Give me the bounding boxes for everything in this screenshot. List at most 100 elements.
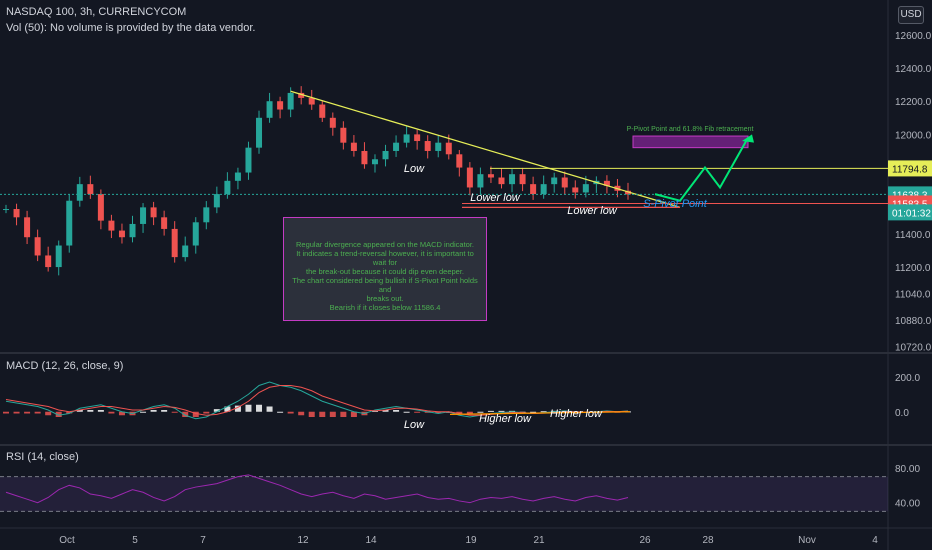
candle-body (350, 142, 357, 151)
macd-histogram-bar (66, 411, 73, 414)
candle-body (182, 245, 189, 258)
macd-histogram-bar (287, 411, 294, 414)
price-tick-label: 12600.0 (895, 31, 932, 42)
candle-body (203, 207, 210, 223)
price-tick-label: 12000.0 (895, 130, 932, 141)
time-tick-label: 7 (200, 535, 206, 546)
macd-histogram-bar (150, 410, 157, 412)
rsi-tick-label: 40.00 (895, 499, 920, 510)
macd-histogram-bar (76, 410, 83, 412)
macd-histogram-bar (45, 411, 52, 416)
pivot-zone (632, 135, 749, 149)
price-tick-label: 11040.0 (895, 290, 931, 301)
macd-histogram-bar (530, 411, 537, 413)
candle-body (414, 134, 421, 142)
price-tick-label: 10880.0 (895, 316, 932, 327)
macd-tick-label: 200.0 (895, 373, 920, 384)
macd-histogram-bar (140, 411, 147, 413)
candle-body (140, 207, 147, 224)
macd-histogram-bar (498, 410, 505, 412)
candle-body (287, 92, 294, 110)
candle-body (308, 97, 315, 105)
candle-body (540, 184, 547, 195)
time-tick-label: 4 (872, 535, 878, 546)
macd-histogram-bar (256, 404, 263, 412)
candle-body (24, 217, 31, 238)
macd-histogram-bar (277, 411, 284, 413)
rsi-title: RSI (14, close) (6, 451, 79, 463)
macd-histogram-bar (24, 411, 31, 414)
projection-arrowhead (742, 134, 754, 143)
candle-body (340, 127, 347, 143)
countdown-badge (888, 204, 932, 221)
candle-body (445, 142, 452, 155)
macd-histogram-bar (34, 411, 41, 414)
candle-body (161, 217, 168, 229)
price-level-label: 11794.8 (892, 164, 928, 175)
macd-histogram-bar (118, 411, 125, 416)
macd-histogram-bar (540, 411, 547, 413)
macd-histogram-bar (171, 411, 178, 413)
time-tick-label: 5 (132, 535, 138, 546)
candle-body (625, 190, 631, 195)
macd-histogram-bar (487, 410, 494, 412)
candle-body (118, 230, 125, 238)
macd-histogram-bar (477, 411, 484, 413)
price-tick-label: 12400.0 (895, 64, 932, 75)
candle-body (13, 209, 20, 218)
candle-body (256, 117, 263, 148)
candle-body (150, 207, 157, 218)
candle-body (245, 147, 252, 173)
macd-histogram-bar (456, 411, 463, 414)
candle-body (572, 187, 579, 193)
candle-body (319, 104, 326, 118)
note-line: Regular divergence appeared on the MACD … (295, 240, 475, 249)
macd-histogram-bar (245, 404, 252, 412)
note-line: the break-out because it could dip even … (305, 267, 465, 276)
macd-annotation: Low (404, 419, 425, 431)
candle-body (76, 184, 83, 201)
chart-annotation: Lower low (567, 205, 618, 217)
analysis-note-box: Regular divergence appeared on the MACD … (283, 217, 487, 321)
time-tick-label: Oct (59, 535, 75, 546)
chart-annotation: S-Pivot Point (643, 198, 708, 210)
candle-body (266, 101, 273, 118)
macd-histogram-bar (382, 410, 389, 412)
projection-path (654, 137, 749, 202)
candle-body (192, 222, 199, 246)
time-tick-label: 12 (297, 535, 309, 546)
macd-annotation: Higher low (479, 413, 532, 425)
symbol-title: NASDAQ 100, 3h, CURRENCYCOM (6, 6, 187, 18)
macd-divergence-line (449, 411, 631, 416)
candle-body (277, 101, 284, 110)
note-line: It indicates a trend-reversal however, i… (296, 249, 474, 267)
macd-histogram-bar (340, 411, 347, 417)
macd-histogram-bar (192, 411, 199, 417)
candle-body (403, 134, 410, 143)
macd-histogram-bar (161, 410, 168, 412)
candle-body (424, 141, 431, 151)
macd-histogram-bar (87, 410, 94, 412)
candle-body (603, 180, 610, 186)
macd-histogram-bar (234, 405, 241, 412)
time-tick-label: 14 (365, 535, 377, 546)
macd-histogram-bar (319, 411, 326, 417)
macd-histogram-bar (298, 411, 305, 416)
macd-histogram-bar (466, 411, 473, 414)
candle-body (171, 228, 178, 258)
chart-annotation: Low (404, 163, 425, 175)
candle-body (298, 92, 305, 98)
candle-body (3, 209, 9, 211)
candle-body (87, 184, 94, 195)
candle-body (435, 142, 442, 151)
currency-button[interactable]: USD (898, 6, 924, 24)
time-tick-label: Nov (798, 535, 816, 546)
rsi-tick-label: 80.00 (895, 464, 920, 475)
macd-histogram-bar (213, 409, 220, 412)
note-line: Bearish if it closes below 11586.4 (329, 303, 441, 312)
macd-tick-label: 0.0 (895, 408, 909, 419)
price-tick-label: 12200.0 (895, 97, 932, 108)
macd-histogram-bar (3, 411, 9, 414)
candle-body (361, 150, 368, 165)
